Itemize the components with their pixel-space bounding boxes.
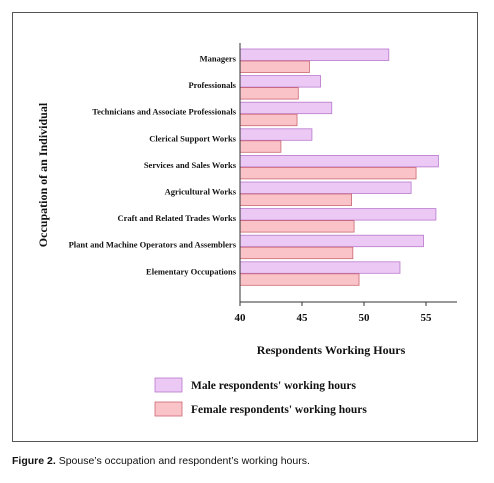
category-label: Craft and Related Trades Works [117,213,236,223]
category-label: Clerical Support Works [149,133,236,143]
category-label: Technicians and Associate Professionals [92,107,237,117]
bar-male-4 [239,154,439,168]
chart: Managers Professionals Technicians and Ass… [36,43,457,417]
bar-male-1 [239,75,321,88]
x-tick-label: 55 [421,312,433,324]
x-tick-label: 40 [235,312,247,324]
bar-male-2 [239,101,333,115]
y-axis-title: Occupation of an Individual [36,102,50,247]
bar-female-6 [239,220,355,233]
category-label: Plant and Machine Operators and Assemble… [69,240,237,250]
bar-male-5 [239,181,412,194]
category-label: Managers [200,54,237,64]
bar-male-3 [239,128,313,141]
bar-male-7 [239,234,424,248]
legend-swatch-female [154,401,183,417]
bar-female-3 [239,140,282,153]
bar-female-8 [239,273,360,286]
bar-female-2 [239,113,298,127]
category-label: Services and Sales Works [144,160,237,170]
figure-caption: Figure 2. Spouse’s occupation and respon… [12,455,482,467]
x-tick-label: 45 [297,312,309,324]
bar-female-7 [239,246,354,260]
category-label: Agricultural Works [165,187,237,197]
x-axis-title: Respondents Working Hours [257,343,406,357]
legend-label-male: Male respondents' working hours [191,380,356,392]
bar-male-8 [239,261,401,274]
bar-female-0 [239,60,310,73]
legend-swatch-male [154,377,183,393]
figure-frame: Managers Professionals Technicians and Ass… [12,12,478,442]
caption-text: Spouse’s occupation and respondent’s wor… [58,455,310,467]
category-label: Elementary Occupations [146,266,237,276]
bar-male-6 [239,208,437,221]
bar-female-5 [239,193,352,206]
legend-label-female: Female respondents' working hours [191,404,367,416]
bar-female-4 [239,166,417,180]
figure-label: Figure 2. [12,455,56,467]
bar-male-0 [239,48,390,61]
x-tick-label: 50 [359,312,371,324]
category-label: Professionals [188,80,236,90]
bar-female-1 [239,87,299,100]
